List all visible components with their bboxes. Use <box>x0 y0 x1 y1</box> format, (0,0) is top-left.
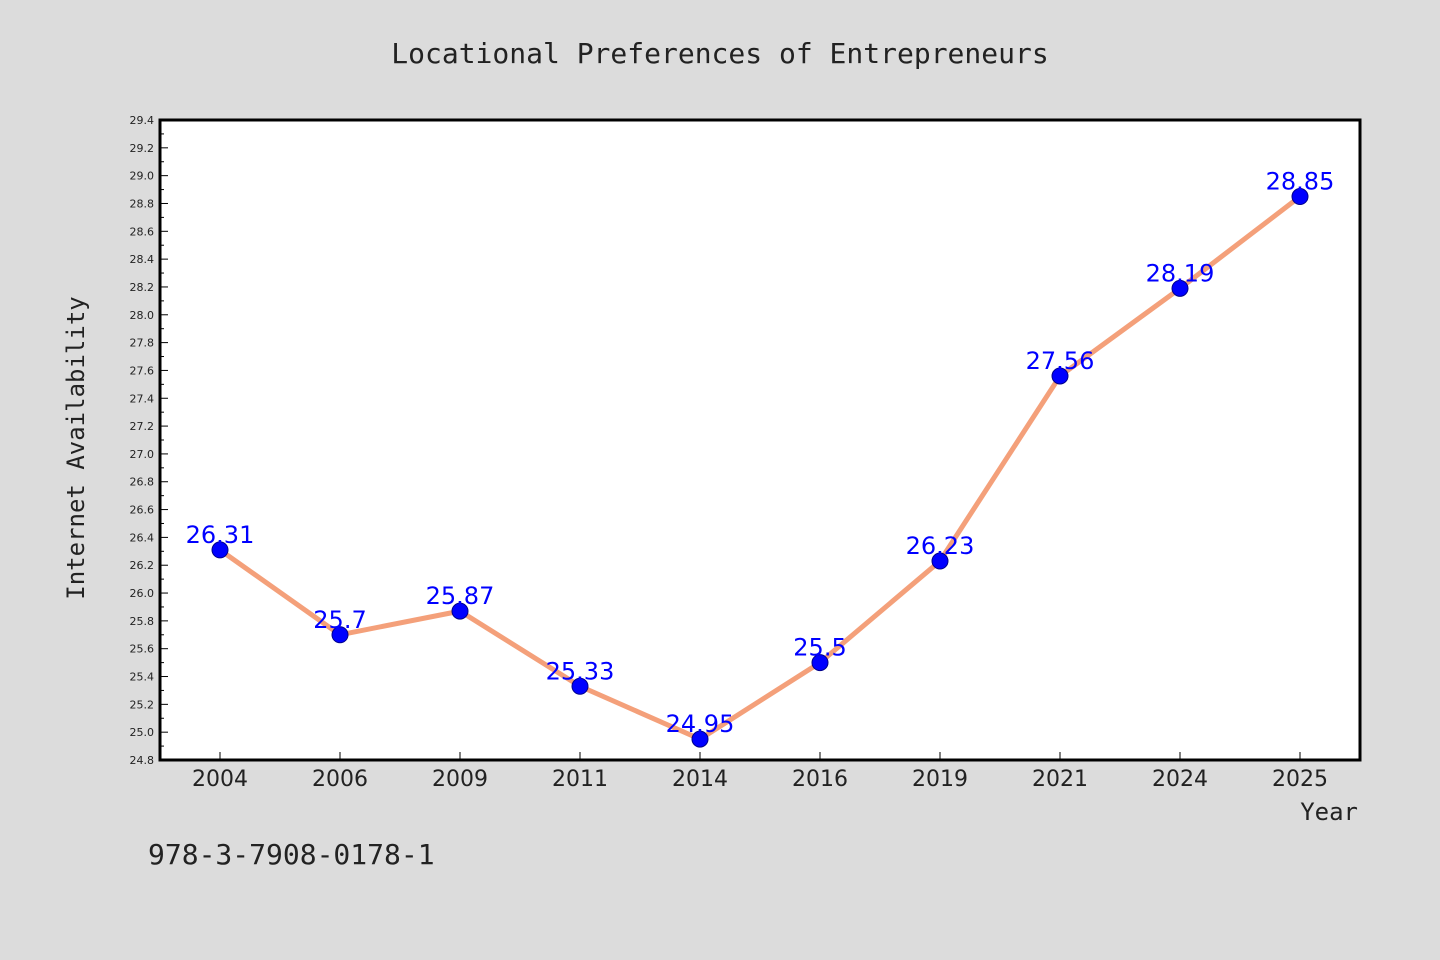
data-label: 26.31 <box>186 521 255 549</box>
y-tick-label: 26.2 <box>130 559 155 572</box>
data-point <box>691 730 709 748</box>
y-tick-label: 27.0 <box>130 448 155 461</box>
x-tick-label: 2019 <box>912 767 968 792</box>
series-group: 26.31 25.7 25.87 25.33 24.95 25.5 26.23 27.56 28… <box>186 168 1335 748</box>
data-point <box>211 541 229 559</box>
x-tick-label: 2004 <box>192 767 248 792</box>
x-tick-label: 2024 <box>1152 767 1208 792</box>
data-point <box>1291 188 1309 206</box>
y-tick-label: 29.0 <box>130 170 155 183</box>
y-tick-label: 25.8 <box>130 615 155 628</box>
data-point <box>1051 367 1069 385</box>
data-point <box>571 677 589 695</box>
y-tick-label: 25.2 <box>130 698 155 711</box>
y-tick-label: 28.8 <box>130 197 155 210</box>
y-tick-label: 28.4 <box>130 253 155 266</box>
y-tick-label: 25.6 <box>130 643 155 656</box>
data-point <box>1171 279 1189 297</box>
x-tick-label: 2009 <box>432 767 488 792</box>
y-tick-label: 26.0 <box>130 587 155 600</box>
data-point <box>451 602 469 620</box>
y-tick-label: 24.8 <box>130 754 155 767</box>
y-axis: 24.8 25.0 25.2 25.4 25.6 25.8 26.0 26.2 26.4 26.6… <box>130 114 168 767</box>
y-tick-label: 25.4 <box>130 671 155 684</box>
data-point <box>331 626 349 644</box>
y-tick-label: 27.8 <box>130 337 155 350</box>
data-label: 26.23 <box>906 532 975 560</box>
x-tick-label: 2006 <box>312 767 368 792</box>
y-tick-label: 26.4 <box>130 531 155 544</box>
data-label: 25.87 <box>426 582 495 610</box>
data-label: 25.7 <box>313 606 366 634</box>
chart-title: Locational Preferences of Entrepreneurs <box>391 37 1048 70</box>
data-point <box>811 654 829 672</box>
x-tick-label: 2016 <box>792 767 848 792</box>
y-tick-label: 29.4 <box>130 114 155 127</box>
y-tick-label: 27.4 <box>130 392 155 405</box>
series-line <box>217 194 1303 742</box>
y-axis-label: Internet Availability <box>62 296 90 599</box>
y-tick-label: 27.6 <box>130 364 155 377</box>
data-label: 27.56 <box>1026 347 1095 375</box>
y-tick-label: 26.8 <box>130 476 155 489</box>
y-tick-label: 28.6 <box>130 225 155 238</box>
x-tick-label: 2025 <box>1272 767 1328 792</box>
x-axis: 2004 2006 2009 2011 2014 2016 2019 2021 2024 2025 <box>192 752 1328 792</box>
x-axis-label: Year <box>1300 798 1358 826</box>
data-point <box>931 552 949 570</box>
y-tick-label: 28.0 <box>130 309 155 322</box>
x-tick-label: 2014 <box>672 767 728 792</box>
y-tick-label: 26.6 <box>130 504 155 517</box>
y-tick-label: 29.2 <box>130 142 155 155</box>
y-tick-label: 28.2 <box>130 281 155 294</box>
y-tick-label: 27.2 <box>130 420 155 433</box>
data-label: 24.95 <box>666 710 735 738</box>
isbn-text: 978-3-7908-0178-1 <box>148 838 435 871</box>
x-tick-label: 2021 <box>1032 767 1088 792</box>
data-label: 28.85 <box>1266 168 1335 196</box>
data-label: 28.19 <box>1146 259 1215 287</box>
x-tick-label: 2011 <box>552 767 608 792</box>
plot-area <box>158 118 1362 762</box>
data-label: 25.33 <box>546 657 615 685</box>
y-tick-label: 25.0 <box>130 726 155 739</box>
data-label: 25.5 <box>793 634 846 662</box>
